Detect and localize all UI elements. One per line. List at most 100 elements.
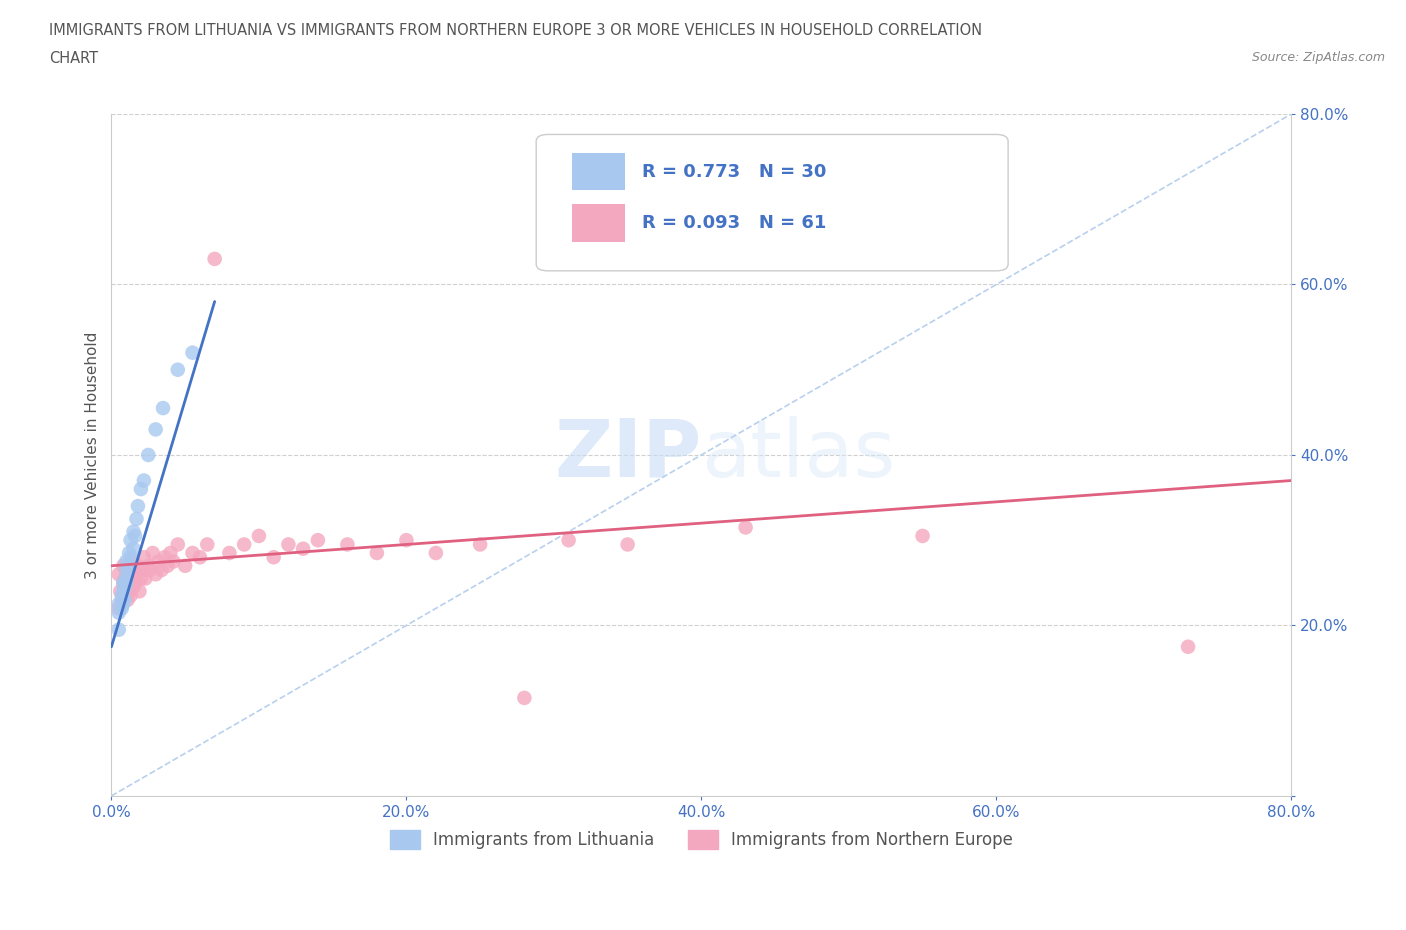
Point (1177, 639, 1199, 654)
Point (616, 537, 638, 551)
Point (120, 533, 142, 548)
Point (129, 571, 152, 586)
Point (112, 576, 135, 591)
Point (128, 584, 150, 599)
Point (115, 576, 138, 591)
Point (734, 520, 756, 535)
Point (120, 571, 142, 586)
Point (166, 537, 188, 551)
Point (292, 541, 315, 556)
Point (107, 601, 129, 616)
Point (118, 558, 141, 573)
Point (125, 567, 148, 582)
Point (145, 422, 167, 437)
Point (122, 563, 145, 578)
Text: R = 0.093   N = 61: R = 0.093 N = 61 (643, 214, 827, 232)
Point (513, 690, 536, 705)
Point (181, 345, 204, 360)
Point (110, 584, 132, 599)
Point (124, 528, 146, 543)
Point (107, 597, 129, 612)
Point (218, 546, 240, 561)
Point (112, 558, 135, 573)
Point (131, 563, 153, 578)
Point (166, 363, 188, 378)
Point (120, 550, 142, 565)
Point (181, 546, 204, 561)
Point (277, 537, 299, 551)
Point (336, 537, 359, 551)
Point (118, 584, 141, 599)
Point (107, 622, 129, 637)
Point (122, 579, 145, 594)
Point (233, 537, 256, 551)
Point (134, 571, 156, 586)
Text: CHART: CHART (49, 51, 98, 66)
Point (142, 546, 165, 561)
Point (111, 588, 134, 603)
Point (557, 533, 579, 548)
Point (114, 571, 136, 586)
Point (115, 579, 138, 594)
Point (204, 251, 226, 266)
Point (132, 550, 155, 565)
Point (148, 554, 170, 569)
Point (118, 567, 141, 582)
Point (127, 498, 149, 513)
Point (124, 576, 146, 591)
Point (125, 512, 148, 526)
Point (425, 546, 447, 561)
Point (122, 541, 145, 556)
Point (136, 447, 159, 462)
Point (112, 576, 135, 591)
Text: Source: ZipAtlas.com: Source: ZipAtlas.com (1251, 51, 1385, 64)
Y-axis label: 3 or more Vehicles in Household: 3 or more Vehicles in Household (86, 331, 100, 578)
Point (468, 537, 491, 551)
Point (263, 550, 285, 565)
Point (153, 550, 176, 565)
FancyBboxPatch shape (572, 153, 624, 191)
Point (114, 588, 136, 603)
Point (139, 563, 162, 578)
Point (115, 563, 138, 578)
FancyBboxPatch shape (536, 135, 1008, 271)
Point (107, 567, 129, 582)
Point (152, 401, 174, 416)
Point (117, 576, 139, 591)
Point (159, 546, 181, 561)
Point (121, 554, 143, 569)
Point (120, 588, 142, 603)
Point (395, 533, 418, 548)
Point (247, 528, 270, 543)
Point (129, 482, 152, 497)
Point (111, 601, 134, 616)
Point (127, 558, 149, 573)
Point (112, 597, 135, 612)
Point (118, 546, 141, 561)
Point (114, 592, 136, 607)
Point (145, 567, 167, 582)
FancyBboxPatch shape (572, 205, 624, 242)
Point (122, 525, 145, 539)
Point (112, 584, 135, 599)
Point (188, 550, 211, 565)
Point (115, 571, 138, 586)
Point (195, 537, 218, 551)
Point (107, 605, 129, 620)
Point (111, 592, 134, 607)
Point (136, 558, 159, 573)
Text: atlas: atlas (702, 416, 896, 494)
Text: R = 0.773   N = 30: R = 0.773 N = 30 (643, 163, 827, 180)
Point (150, 563, 173, 578)
Point (132, 473, 155, 488)
Point (156, 558, 179, 573)
Point (162, 554, 184, 569)
Point (115, 554, 138, 569)
Text: ZIP: ZIP (554, 416, 702, 494)
Point (911, 528, 934, 543)
Legend: Immigrants from Lithuania, Immigrants from Northern Europe: Immigrants from Lithuania, Immigrants fr… (382, 823, 1019, 856)
Text: IMMIGRANTS FROM LITHUANIA VS IMMIGRANTS FROM NORTHERN EUROPE 3 OR MORE VEHICLES : IMMIGRANTS FROM LITHUANIA VS IMMIGRANTS … (49, 23, 983, 38)
Point (114, 579, 136, 594)
Point (115, 563, 138, 578)
Point (307, 533, 329, 548)
